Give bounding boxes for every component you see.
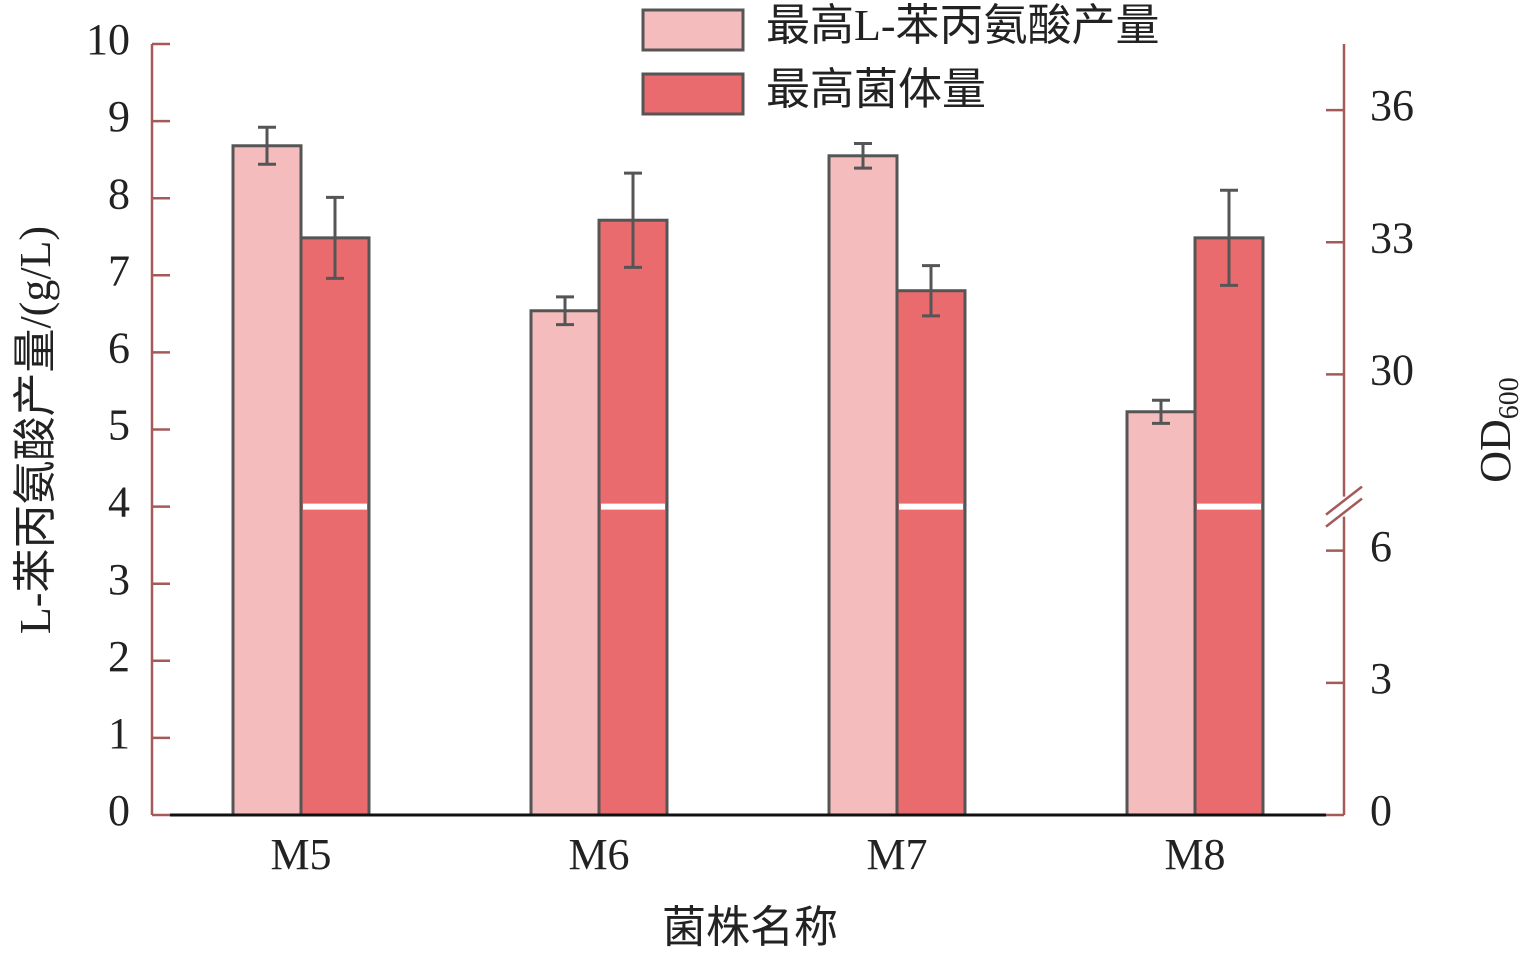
x-tick-label: M6 (568, 830, 629, 879)
y2-tick-label: 6 (1370, 522, 1392, 571)
bar (529, 309, 601, 817)
y-tick-label: 5 (108, 401, 130, 450)
y-tick-label: 3 (108, 555, 130, 604)
bar (1125, 410, 1197, 817)
x-axis-label: 菌株名称 (662, 903, 838, 952)
y-tick-label: 1 (108, 709, 130, 758)
x-tick-label: M5 (270, 830, 331, 879)
y-tick-label: 4 (108, 478, 130, 527)
bar (827, 154, 899, 817)
axis-break (1325, 485, 1363, 516)
y2-tick-label: 0 (1370, 786, 1392, 835)
bar (895, 289, 967, 817)
y-axis-label: L-苯丙氨酸产量/(g/L) (11, 226, 60, 634)
bar (1193, 236, 1265, 817)
y2-label-main: OD (1471, 419, 1520, 483)
y-tick-label: 10 (86, 15, 130, 64)
bar (231, 144, 303, 817)
y2-axis-label: OD600 (1471, 377, 1525, 483)
legend-swatch (641, 72, 745, 116)
bar (299, 236, 371, 817)
legend-swatch (641, 8, 745, 52)
y2-tick-label: 33 (1370, 213, 1414, 262)
y-tick-label: 6 (108, 323, 130, 372)
y-tick-label: 8 (108, 169, 130, 218)
error-bar (922, 264, 940, 318)
legend-label: 最高L-苯丙氨酸产量 (766, 1, 1160, 50)
error-bar (326, 195, 344, 280)
y-tick-label: 2 (108, 632, 130, 681)
y2-label-sub: 600 (1494, 377, 1525, 419)
error-bar (258, 125, 276, 166)
y2-tick-label: 3 (1370, 654, 1392, 703)
bar (597, 218, 669, 817)
error-bar (556, 295, 574, 327)
axis-break (1325, 497, 1363, 528)
y2-tick-label: 36 (1370, 81, 1414, 130)
x-tick-label: M7 (866, 830, 927, 879)
legend-label: 最高菌体量 (766, 65, 986, 114)
y-tick-label: 7 (108, 246, 130, 295)
error-bar (1220, 188, 1238, 287)
error-bar (1152, 398, 1170, 425)
y2-tick-label: 30 (1370, 346, 1414, 395)
y-tick-label: 0 (108, 786, 130, 835)
error-bar (624, 171, 642, 269)
x-tick-label: M8 (1164, 830, 1225, 879)
error-bar (854, 141, 872, 170)
y-tick-label: 9 (108, 92, 130, 141)
